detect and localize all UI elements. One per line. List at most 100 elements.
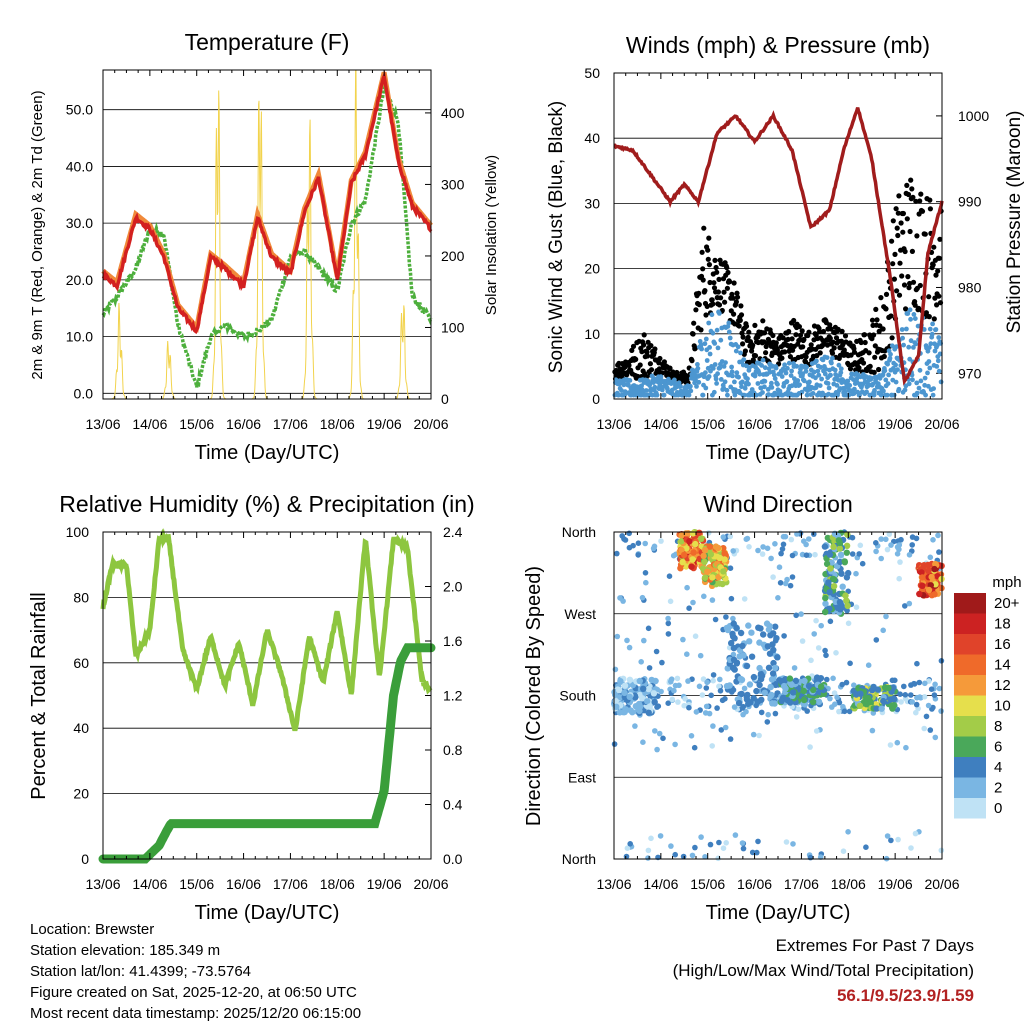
gust-point: [761, 330, 768, 336]
x-tick-label: 18/06: [320, 876, 355, 892]
direction-point: [716, 683, 722, 690]
y2-tick-label: 2.4: [443, 524, 463, 540]
wind-point: [804, 392, 810, 398]
direction-point: [780, 533, 787, 540]
direction-point: [770, 630, 777, 637]
gust-point: [711, 285, 718, 291]
wind-point: [885, 381, 891, 386]
direction-point: [755, 838, 761, 845]
direction-point: [870, 710, 877, 716]
gust-point: [892, 251, 898, 257]
direction-point: [878, 555, 884, 562]
wind-point: [769, 385, 775, 390]
direction-point: [873, 637, 880, 643]
x-tick-label: 18/06: [320, 416, 355, 432]
direction-point: [779, 546, 786, 552]
gust-point: [874, 317, 880, 323]
direction-point: [638, 659, 644, 665]
gust-point: [862, 332, 868, 338]
direction-point: [767, 692, 774, 700]
x-axis-label-1: Time (Day/UTC): [706, 442, 851, 464]
gust-point: [907, 228, 913, 235]
wind-point: [928, 341, 934, 347]
wind-point: [717, 311, 722, 316]
recent-timestamp: Most recent data timestamp: 2025/12/20 0…: [30, 1005, 362, 1022]
wind-point: [789, 383, 795, 389]
gust-point: [745, 334, 751, 340]
direction-point: [720, 534, 727, 540]
direction-point: [624, 637, 630, 644]
y2-tick-label: 970: [958, 365, 982, 381]
y-tick-label: East: [568, 769, 596, 785]
direction-point: [931, 591, 938, 598]
direction-point: [836, 699, 843, 706]
direction-point: [883, 536, 889, 543]
wind-point: [906, 344, 912, 350]
wind-point: [742, 385, 748, 391]
direction-point: [746, 544, 752, 550]
wind-point: [838, 366, 844, 372]
direction-point: [707, 551, 715, 558]
direction-point: [890, 696, 898, 703]
direction-point: [658, 538, 664, 544]
wind-point: [851, 391, 857, 396]
direction-point: [801, 677, 808, 685]
gust-point: [740, 341, 746, 347]
direction-point: [853, 570, 859, 577]
direction-point: [651, 698, 658, 706]
wind-point: [908, 338, 914, 344]
direction-point: [632, 703, 640, 710]
gust-point: [702, 288, 708, 294]
gust-point: [691, 320, 697, 326]
direction-point: [765, 711, 771, 718]
gust-point: [917, 198, 923, 204]
direction-point: [903, 744, 909, 751]
y-tick-label: 30: [584, 195, 600, 211]
direction-point: [743, 708, 749, 715]
gust-point: [711, 280, 717, 286]
legend-label: 14: [994, 657, 1011, 674]
chart-title-0: Temperature (F): [185, 29, 350, 55]
wind-point: [817, 383, 823, 388]
direction-point: [680, 636, 686, 643]
gust-point: [912, 302, 918, 308]
wind-point: [926, 359, 932, 364]
legend-swatch: [954, 613, 986, 634]
gust-point: [856, 365, 862, 371]
legend-label: 20+: [994, 595, 1020, 612]
direction-point: [699, 692, 706, 698]
direction-point: [685, 678, 691, 684]
wind-point: [686, 392, 692, 398]
direction-point: [698, 535, 705, 542]
direction-point: [925, 586, 933, 594]
gust-point: [715, 289, 722, 295]
wind-point: [654, 392, 660, 398]
wind-point: [931, 386, 936, 391]
direction-point: [865, 694, 872, 702]
legend-swatch: [954, 736, 986, 757]
direction-point: [739, 840, 746, 846]
wind-point: [785, 365, 790, 371]
direction-point: [700, 676, 707, 682]
gust-point: [785, 336, 791, 342]
gust-point: [738, 303, 744, 309]
y2-tick-label: 300: [441, 176, 465, 192]
direction-point: [931, 565, 938, 573]
gust-point: [696, 302, 702, 308]
wind-point: [795, 378, 801, 383]
direction-point: [666, 573, 673, 579]
direction-point: [710, 677, 716, 684]
wind-point: [923, 392, 928, 398]
direction-point: [849, 551, 856, 557]
direction-point: [859, 560, 866, 567]
wind-point: [936, 368, 942, 374]
direction-point: [636, 677, 643, 685]
wind-point: [703, 336, 709, 342]
wind-point: [836, 362, 842, 368]
direction-point: [897, 559, 903, 565]
direction-point: [723, 614, 729, 620]
gust-point: [897, 260, 903, 266]
gust-point: [922, 231, 928, 237]
direction-point: [764, 643, 772, 650]
direction-point: [621, 689, 628, 696]
